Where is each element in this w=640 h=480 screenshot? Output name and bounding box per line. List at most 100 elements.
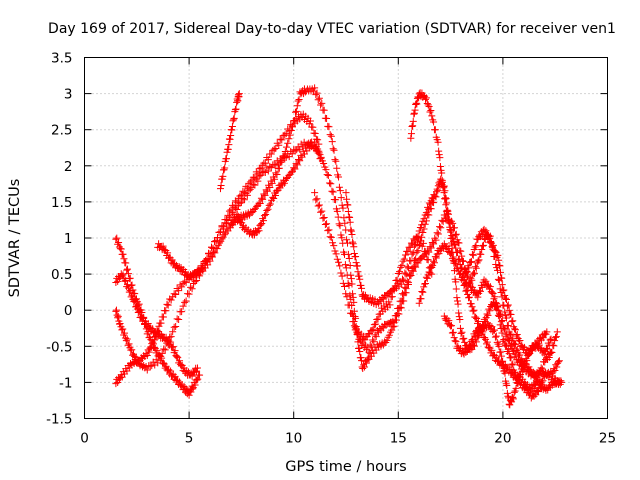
data-point <box>418 288 426 296</box>
data-point <box>427 263 435 271</box>
data-point <box>514 380 522 388</box>
data-point <box>507 330 515 338</box>
data-point <box>335 258 343 266</box>
data-point <box>178 381 186 389</box>
data-point <box>446 321 454 329</box>
data-point <box>508 398 516 406</box>
data-point <box>169 328 177 336</box>
data-point <box>333 164 341 172</box>
data-point <box>421 95 429 103</box>
data-point <box>254 177 262 185</box>
data-point <box>525 363 533 371</box>
data-point <box>189 385 197 393</box>
data-point <box>249 173 257 181</box>
data-point <box>312 91 320 99</box>
data-point <box>317 153 325 161</box>
data-point <box>293 102 301 110</box>
data-point <box>468 303 476 311</box>
data-point <box>417 295 425 303</box>
data-point <box>251 181 259 189</box>
data-point <box>505 350 513 358</box>
data-point <box>334 213 342 221</box>
data-point <box>548 348 556 356</box>
data-point <box>171 372 179 380</box>
data-point <box>453 294 461 302</box>
data-point <box>352 252 360 260</box>
x-tick-label: 15 <box>390 431 407 447</box>
y-tick-label: -1 <box>59 375 72 391</box>
data-point <box>315 94 323 102</box>
data-point <box>178 283 186 291</box>
data-point <box>256 200 264 208</box>
data-point <box>406 243 414 251</box>
data-point <box>330 146 338 154</box>
data-point <box>231 106 239 114</box>
data-point <box>497 318 505 326</box>
data-point <box>450 224 458 232</box>
data-point <box>431 126 439 134</box>
data-point <box>287 126 295 134</box>
data-point <box>172 322 180 330</box>
data-point <box>395 268 403 276</box>
data-point <box>236 199 244 207</box>
data-point <box>124 265 132 273</box>
data-point <box>425 102 433 110</box>
data-point <box>494 266 502 274</box>
data-point <box>492 261 500 268</box>
data-point <box>278 158 286 166</box>
data-point <box>294 97 302 105</box>
data-point <box>314 136 322 144</box>
data-point <box>261 191 269 199</box>
data-point <box>330 242 338 250</box>
data-point <box>174 354 182 362</box>
data-point <box>217 181 225 189</box>
data-point <box>422 248 430 256</box>
data-point <box>321 220 329 228</box>
data-point <box>323 220 331 228</box>
data-point <box>551 333 559 341</box>
data-point <box>402 285 410 293</box>
data-point <box>503 389 511 397</box>
data-point <box>479 241 487 249</box>
data-point <box>445 219 453 227</box>
data-point <box>220 231 228 239</box>
data-point <box>412 255 420 263</box>
data-point <box>190 280 198 288</box>
data-point <box>385 331 393 339</box>
data-point <box>179 279 187 287</box>
data-point <box>426 108 434 116</box>
data-point <box>390 319 398 327</box>
data-point <box>453 236 461 244</box>
data-point <box>478 246 486 254</box>
data-point <box>344 207 352 215</box>
data-point <box>409 117 417 125</box>
data-point <box>185 391 193 399</box>
data-point <box>191 278 199 286</box>
data-point <box>230 115 238 123</box>
data-point <box>255 165 263 173</box>
data-point <box>152 356 160 364</box>
data-point <box>410 242 418 250</box>
data-point <box>545 353 553 361</box>
data-point <box>149 338 157 346</box>
data-point <box>212 237 220 245</box>
data-point <box>259 195 267 203</box>
data-point <box>497 325 505 333</box>
data-point <box>510 388 518 396</box>
data-point <box>436 223 444 231</box>
data-point <box>530 392 538 400</box>
data-point <box>323 115 331 123</box>
data-point <box>536 335 544 343</box>
data-point <box>412 99 420 107</box>
data-point <box>121 329 129 337</box>
data-point <box>114 312 122 320</box>
data-point <box>326 233 334 241</box>
data-point <box>496 285 504 293</box>
data-point <box>329 239 337 247</box>
data-point <box>428 194 436 202</box>
data-point <box>306 117 314 125</box>
data-point <box>495 342 503 350</box>
data-point <box>409 267 417 275</box>
data-point <box>398 275 406 283</box>
data-point <box>538 365 546 373</box>
